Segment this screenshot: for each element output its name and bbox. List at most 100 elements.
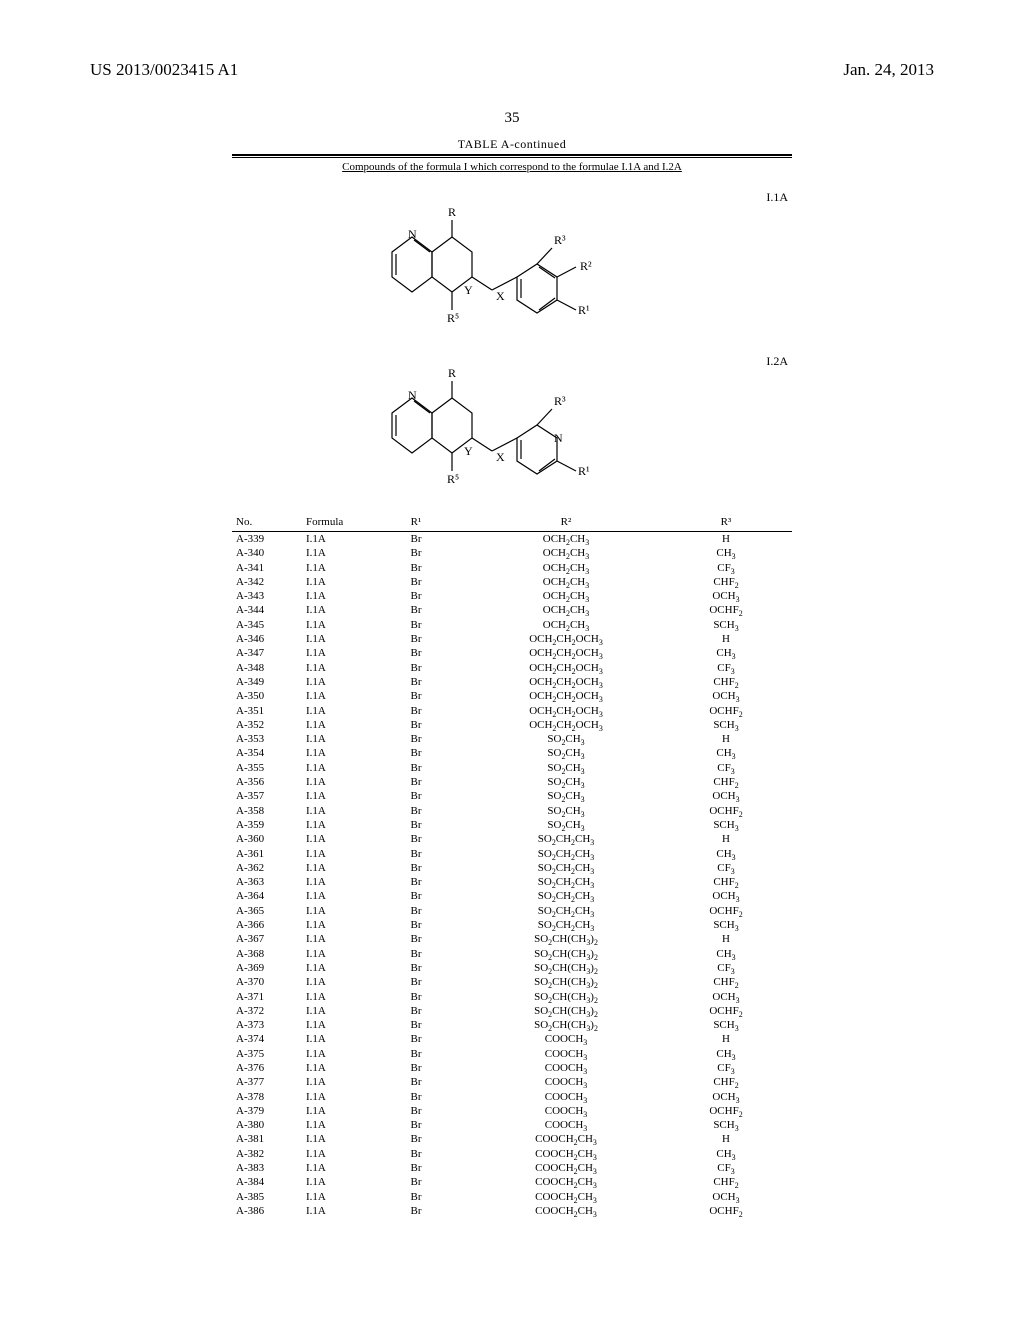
cell-no: A-345 [232,618,306,632]
cell-formula: I.1A [306,1175,376,1189]
cell-r3: CF3 [676,561,776,575]
cell-r2: SO2CH3 [456,732,676,746]
cell-no: A-352 [232,718,306,732]
table-row: A-379I.1ABrCOOCH3OCHF2 [232,1104,792,1118]
cell-formula: I.1A [306,804,376,818]
r-label: R [448,366,456,380]
cell-no: A-361 [232,847,306,861]
cell-r2: OCH2CH2OCH3 [456,689,676,703]
table-row: A-347I.1ABrOCH2CH2OCH3CH3 [232,646,792,660]
cell-r2: COOCH3 [456,1075,676,1089]
table-row: A-366I.1ABrSO2CH2CH3SCH3 [232,918,792,932]
col-header-formula: Formula [306,516,376,528]
cell-no: A-379 [232,1104,306,1118]
cell-formula: I.1A [306,818,376,832]
cell-r3: H [676,732,776,746]
cell-formula: I.1A [306,1004,376,1018]
cell-r1: Br [376,561,456,575]
cell-formula: I.1A [306,1190,376,1204]
cell-formula: I.1A [306,1075,376,1089]
cell-r2: SO2CH(CH3)2 [456,1004,676,1018]
cell-r2: COOCH2CH3 [456,1204,676,1218]
table-title: TABLE A-continued [232,137,792,152]
cell-formula: I.1A [306,932,376,946]
cell-r3: OCHF2 [676,704,776,718]
cell-formula: I.1A [306,675,376,689]
table-row: A-378I.1ABrCOOCH3OCH3 [232,1090,792,1104]
cell-r1: Br [376,1147,456,1161]
r5-label: R⁵ [447,472,459,486]
cell-formula: I.1A [306,789,376,803]
table-row: A-352I.1ABrOCH2CH2OCH3SCH3 [232,718,792,732]
cell-no: A-375 [232,1047,306,1061]
cell-r1: Br [376,704,456,718]
cell-r2: SO2CH(CH3)2 [456,975,676,989]
cell-r2: SO2CH2CH3 [456,832,676,846]
cell-no: A-367 [232,932,306,946]
cell-r3: OCHF2 [676,1204,776,1218]
table-row: A-355I.1ABrSO2CH3CF3 [232,761,792,775]
cell-r1: Br [376,1090,456,1104]
cell-r3: CHF2 [676,875,776,889]
cell-r3: CF3 [676,961,776,975]
cell-formula: I.1A [306,990,376,1004]
atom-label: N [408,227,417,241]
table-rule [232,154,792,156]
cell-formula: I.1A [306,775,376,789]
r3-label: R³ [554,233,566,247]
cell-r3: CHF2 [676,575,776,589]
cell-r2: SO2CH(CH3)2 [456,932,676,946]
col-header-r1: R¹ [376,516,456,528]
structure-2a-svg: N N R R⁵ Y X R¹ R³ [362,343,662,498]
cell-formula: I.1A [306,1061,376,1075]
cell-r2: SO2CH2CH3 [456,904,676,918]
cell-formula: I.1A [306,975,376,989]
cell-r2: COOCH2CH3 [456,1175,676,1189]
cell-r3: CHF2 [676,975,776,989]
cell-r3: OCH3 [676,789,776,803]
cell-r2: OCH2CH3 [456,618,676,632]
table-row: A-350I.1ABrOCH2CH2OCH3OCH3 [232,689,792,703]
cell-r3: H [676,1132,776,1146]
cell-formula: I.1A [306,1047,376,1061]
cell-formula: I.1A [306,1147,376,1161]
cell-formula: I.1A [306,1018,376,1032]
cell-r2: OCH2CH2OCH3 [456,661,676,675]
cell-r1: Br [376,1175,456,1189]
cell-r3: H [676,532,776,546]
cell-no: A-370 [232,975,306,989]
cell-no: A-342 [232,575,306,589]
cell-no: A-360 [232,832,306,846]
cell-r1: Br [376,661,456,675]
cell-formula: I.1A [306,832,376,846]
cell-r3: CHF2 [676,675,776,689]
table-row: A-373I.1ABrSO2CH(CH3)2SCH3 [232,1018,792,1032]
cell-r2: SO2CH3 [456,789,676,803]
cell-formula: I.1A [306,761,376,775]
cell-r3: CF3 [676,661,776,675]
cell-r1: Br [376,1004,456,1018]
cell-r2: SO2CH(CH3)2 [456,990,676,1004]
x-label: X [496,450,505,464]
cell-r1: Br [376,1032,456,1046]
cell-r2: SO2CH(CH3)2 [456,947,676,961]
cell-no: A-349 [232,675,306,689]
cell-r2: SO2CH3 [456,818,676,832]
r-label: R [448,205,456,219]
cell-r1: Br [376,1118,456,1132]
cell-r3: CHF2 [676,1175,776,1189]
cell-r2: COOCH2CH3 [456,1132,676,1146]
cell-formula: I.1A [306,1090,376,1104]
cell-formula: I.1A [306,1204,376,1218]
cell-r3: OCH3 [676,689,776,703]
table-row: A-348I.1ABrOCH2CH2OCH3CF3 [232,661,792,675]
cell-r2: COOCH3 [456,1090,676,1104]
cell-r3: OCHF2 [676,1104,776,1118]
cell-r3: OCH3 [676,990,776,1004]
cell-formula: I.1A [306,961,376,975]
cell-formula: I.1A [306,704,376,718]
cell-r3: CF3 [676,1061,776,1075]
table-row: A-372I.1ABrSO2CH(CH3)2OCHF2 [232,1004,792,1018]
cell-no: A-372 [232,1004,306,1018]
r5-label: R⁵ [447,311,459,325]
